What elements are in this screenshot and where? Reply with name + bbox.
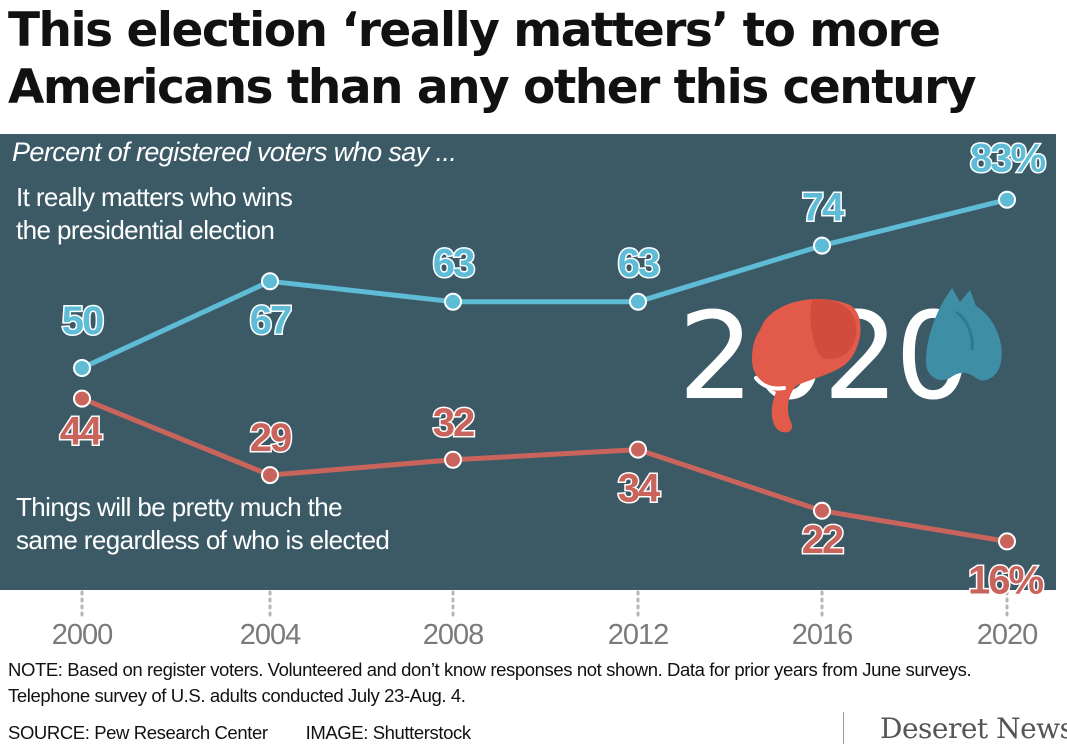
point-matters-2000 [73, 359, 91, 377]
series-label-matters-line-1: It really matters who wins [16, 182, 293, 212]
line-same [81, 396, 1008, 544]
title-line-2: Americans than any other this century [8, 60, 976, 115]
series-label-same: Things will be pretty much the same rega… [16, 491, 390, 557]
data-label-matters-2004: 67 [250, 298, 291, 342]
point-same-2020 [998, 532, 1016, 551]
x-gridlines [80, 590, 1009, 618]
point-same-2004 [261, 466, 279, 485]
chart-subtitle: Percent of registered voters who say ... [12, 137, 457, 167]
data-label-matters-2008: 63 [433, 242, 474, 286]
footer-divider [843, 712, 844, 744]
x-tick-labels: 2000 2004 2008 2012 2016 2020 [52, 619, 1039, 651]
source-text: SOURCE: Pew Research Center [8, 722, 268, 743]
tick-label-2016: 2016 [792, 619, 853, 651]
note-line-2: Telephone survey of U.S. adults conducte… [8, 685, 466, 706]
point-matters-2016 [813, 236, 831, 255]
tick-label-2008: 2008 [423, 619, 484, 651]
data-label-matters-2016: 74 [802, 186, 845, 230]
data-label-same-2004: 29 [250, 416, 291, 460]
point-same-2012 [629, 440, 647, 459]
image-credit-text: IMAGE: Shutterstock [305, 722, 472, 743]
series-label-matters-line-2: the presidential election [16, 215, 275, 245]
tick-label-2020: 2020 [977, 619, 1038, 651]
logo-2020: 2020 [678, 288, 1002, 433]
title-line-1: This election ‘really matters’ to more [8, 3, 941, 58]
chart-note: NOTE: Based on register voters. Voluntee… [8, 657, 1058, 709]
data-label-matters-2020: 83% [970, 137, 1045, 181]
series-lines [80, 197, 1008, 544]
point-matters-2020 [998, 190, 1016, 209]
series-label-matters: It really matters who wins the president… [16, 181, 293, 247]
data-label-same-2008: 32 [433, 401, 474, 445]
tick-label-2000: 2000 [52, 619, 113, 651]
chart-source: SOURCE: Pew Research Center IMAGE: Shutte… [8, 722, 471, 744]
point-matters-2004 [261, 272, 279, 291]
data-label-same-2016: 22 [802, 518, 843, 562]
data-labels: 50 67 63 63 74 83% 44 29 32 34 22 16% [58, 135, 1049, 604]
series-points [73, 190, 1016, 551]
point-same-2008 [444, 450, 462, 469]
brand-logo-text: Deseret News [880, 712, 1067, 745]
point-matters-2008 [444, 292, 462, 311]
data-label-same-2020: 16% [968, 558, 1043, 602]
note-line-1: NOTE: Based on register voters. Voluntee… [8, 659, 972, 680]
elephant-icon [752, 298, 861, 433]
tick-label-2012: 2012 [608, 619, 669, 651]
line-matters [80, 197, 1008, 371]
point-same-2016 [813, 501, 831, 520]
data-label-matters-2000: 50 [62, 299, 103, 343]
chart-panel [0, 134, 1056, 590]
chart-title: This election ‘really matters’ to more A… [8, 2, 1058, 116]
series-label-same-line-1: Things will be pretty much the [16, 492, 343, 522]
data-label-matters-2012: 63 [618, 242, 659, 286]
series-label-same-line-2: same regardless of who is elected [16, 525, 390, 555]
point-same-2000 [73, 389, 91, 408]
donkey-icon [926, 288, 1002, 381]
data-label-same-2012: 34 [618, 467, 661, 511]
tick-label-2004: 2004 [240, 619, 301, 651]
data-label-same-2000: 44 [60, 410, 103, 454]
point-matters-2012 [629, 292, 647, 311]
